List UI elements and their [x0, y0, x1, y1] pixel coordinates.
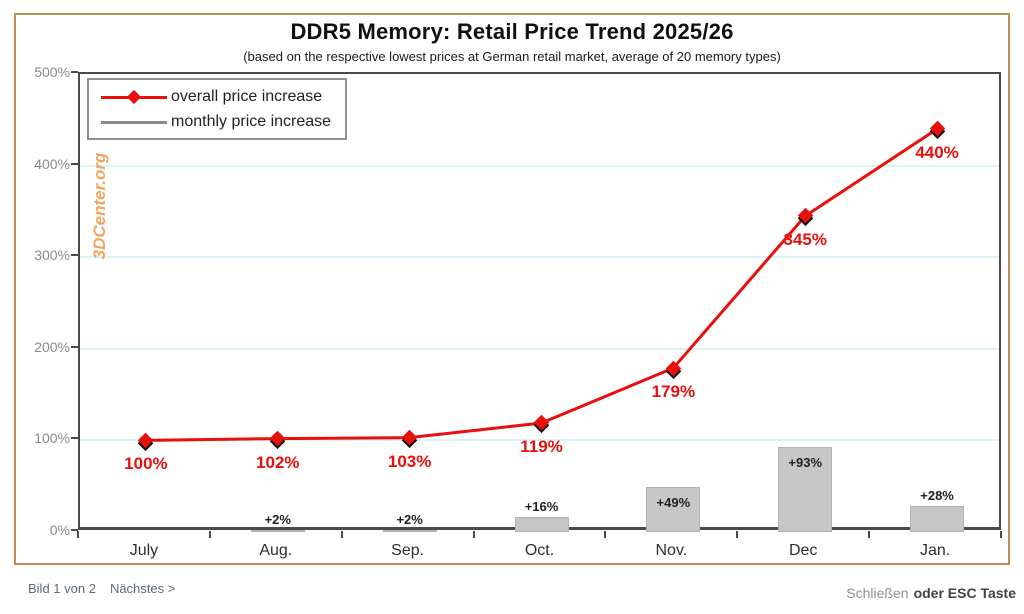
- data-point-label: 119%: [520, 436, 563, 456]
- chart-title: DDR5 Memory: Retail Price Trend 2025/26: [290, 19, 734, 44]
- monthly-increase-label: +28%: [920, 488, 954, 504]
- monthly-increase-bar: [250, 530, 305, 533]
- x-axis-tick-mark: [77, 531, 79, 538]
- gridline: [80, 439, 999, 442]
- x-axis-tick-mark: [472, 531, 475, 538]
- watermark: 3DCenter.org: [90, 152, 109, 260]
- gridline: [80, 164, 999, 167]
- x-axis-tick-mark: [604, 531, 607, 538]
- x-axis-month-label: Aug.: [259, 542, 293, 559]
- y-axis-tick-mark: [71, 162, 78, 165]
- legend-item-overall: overall price increase: [101, 88, 345, 106]
- gridline: [80, 256, 999, 259]
- monthly-increase-bar: [778, 446, 833, 532]
- y-axis-tick-mark: [71, 529, 78, 531]
- y-axis-tick-mark: [71, 254, 78, 257]
- y-axis-tick-label: 100%: [34, 430, 70, 447]
- y-axis-tick-mark: [71, 71, 78, 73]
- legend-red-line-diamond-icon: [101, 89, 167, 104]
- y-axis-tick-label: 200%: [34, 338, 70, 355]
- legend: overall price increase monthly price inc…: [87, 78, 347, 140]
- monthly-increase-bar: [910, 506, 965, 532]
- data-point-label: 345%: [783, 229, 827, 249]
- monthly-increase-label: +2%: [396, 512, 423, 528]
- x-axis-tick-mark: [736, 531, 739, 538]
- monthly-increase-label: +2%: [264, 512, 291, 528]
- chart-subtitle: (based on the respective lowest prices a…: [243, 49, 781, 64]
- lightbox-controls: Schließen oder ESC Taste: [846, 585, 1016, 601]
- legend-item-monthly: monthly price increase: [101, 113, 345, 131]
- esc-hint: oder ESC Taste: [913, 585, 1016, 601]
- legend-label-overall: overall price increase: [171, 87, 323, 105]
- legend-label-monthly: monthly price increase: [171, 112, 332, 130]
- x-axis-month-label: Nov.: [655, 542, 688, 559]
- monthly-increase-bar: [514, 517, 569, 532]
- data-point-label: 102%: [256, 452, 300, 472]
- data-point-label: 440%: [915, 142, 959, 162]
- data-point-label: 103%: [387, 451, 432, 471]
- monthly-increase-label: +49%: [656, 495, 691, 511]
- x-axis-month-label: Jan.: [919, 542, 951, 559]
- close-link[interactable]: Schließen: [846, 585, 909, 601]
- y-axis-tick-label: 300%: [34, 247, 70, 264]
- next-image-link[interactable]: Nächstes >: [109, 581, 176, 596]
- data-point-label: 179%: [651, 382, 696, 402]
- x-axis-tick-mark: [208, 531, 211, 538]
- x-axis-month-label: Sep.: [391, 542, 425, 559]
- x-axis-tick-mark: [1000, 531, 1002, 538]
- image-pager: Bild 1 von 2 Nächstes >: [28, 581, 175, 596]
- monthly-increase-bar: [382, 530, 437, 533]
- x-axis-month-label: July: [129, 542, 159, 559]
- plot-area: +2% +2% +16% +49% +93% +28% 100% 102% 103% 119% 17…: [78, 72, 1001, 533]
- y-axis-tick-label: 400%: [34, 155, 70, 172]
- legend-gray-line-icon: [101, 116, 167, 128]
- y-axis-tick-label: 500%: [34, 64, 70, 80]
- gridline: [80, 347, 999, 350]
- x-axis-month-label: Dec: [788, 542, 818, 559]
- image-counter: Bild 1 von 2: [28, 581, 96, 596]
- data-point-label: 100%: [124, 454, 168, 474]
- monthly-increase-bar: [646, 487, 701, 532]
- x-axis-tick-mark: [340, 531, 343, 538]
- y-axis-tick-mark: [71, 345, 78, 348]
- x-axis-tick-mark: [868, 531, 871, 538]
- monthly-increase-label: +16%: [524, 499, 559, 515]
- x-axis-month-label: Oct.: [524, 542, 555, 559]
- overall-price-line: [145, 127, 938, 442]
- y-axis-tick-label: 0%: [49, 522, 70, 538]
- y-axis-tick-mark: [71, 437, 78, 440]
- monthly-increase-label: +93%: [788, 454, 823, 470]
